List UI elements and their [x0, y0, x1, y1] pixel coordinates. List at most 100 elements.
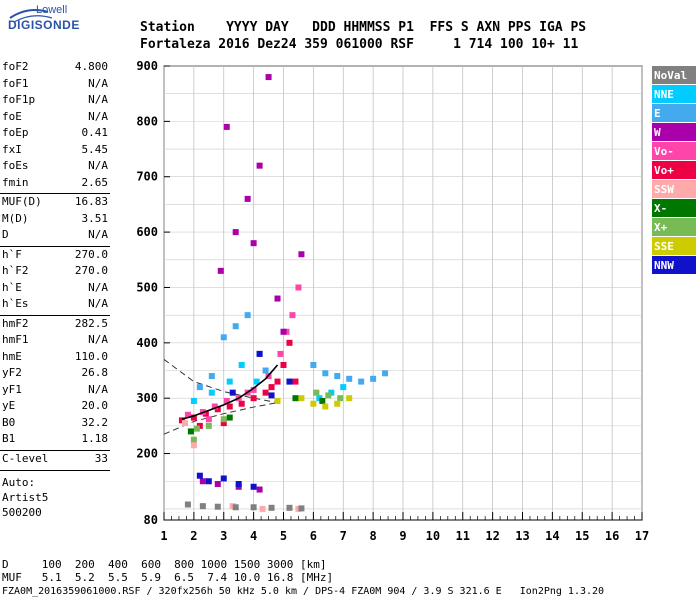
param-row: foEp 0.41 [2, 126, 108, 142]
param-label: yF1 [2, 382, 22, 396]
data-point [346, 375, 353, 382]
data-point [313, 389, 320, 396]
data-point [217, 267, 224, 274]
param-row: B1 1.18 [2, 432, 108, 448]
file-info-row: FZA0M_2016359061000.RSF / 320fx256h 50 k… [2, 586, 605, 597]
legend-label: NoVal [654, 69, 687, 82]
data-point [214, 503, 221, 510]
data-point [334, 373, 341, 380]
data-point [190, 442, 197, 449]
data-point [262, 389, 269, 396]
legend-label: X+ [654, 221, 668, 234]
data-point [226, 414, 233, 421]
data-point [256, 162, 263, 169]
data-point [199, 478, 206, 485]
x-tick-label: 12 [485, 529, 499, 543]
param-row: yF1 N/A [2, 383, 108, 399]
dashed-curve [163, 359, 278, 404]
autoscaling-line2: Artist5 [2, 491, 49, 504]
param-label: h`F [2, 247, 22, 261]
legend-label: SSE [654, 240, 674, 253]
param-row: hmE 110.0 [2, 350, 108, 366]
legend-swatch [652, 180, 696, 198]
header-values: Fortaleza 2016 Dez24 359 061000 RSF 1 71… [140, 37, 579, 52]
data-point [199, 503, 206, 510]
param-label: h`F2 [2, 264, 29, 277]
data-point [208, 373, 215, 380]
data-point [325, 392, 332, 399]
data-point [292, 395, 299, 402]
data-point [235, 481, 242, 488]
param-label: fxI [2, 142, 22, 156]
x-tick-label: 13 [515, 529, 529, 543]
param-row: foF2 4.800 [2, 60, 108, 76]
data-point [220, 475, 227, 482]
data-point [259, 505, 266, 512]
data-point [298, 505, 305, 512]
panel-separator [0, 449, 110, 451]
x-tick-label: 4 [250, 529, 257, 543]
data-point [193, 425, 200, 432]
param-row: foF1p N/A [2, 93, 108, 109]
param-value: 4.800 [74, 60, 108, 73]
param-value: N/A [88, 159, 108, 172]
param-row: foF1 N/A [2, 77, 108, 93]
param-value: 0.41 [81, 126, 109, 139]
param-row: fxI 5.45 [2, 143, 108, 159]
data-point [268, 504, 275, 511]
data-point [232, 323, 239, 330]
x-tick-label: 2 [190, 529, 197, 543]
x-tick-label: 9 [399, 529, 406, 543]
data-point [196, 384, 203, 391]
data-point [250, 240, 257, 247]
logo-bottom-text: DIGISONDE [8, 18, 80, 32]
lowell-digisonde-logo [9, 9, 53, 23]
legend-swatch [652, 237, 696, 255]
param-value: 16.83 [74, 195, 108, 208]
data-point [229, 389, 236, 396]
data-point [205, 478, 212, 485]
param-label: MUF(D) [2, 195, 42, 208]
data-point [289, 312, 296, 319]
param-value: 282.5 [74, 316, 108, 330]
param-value: 270.0 [74, 247, 108, 261]
param-row: yF2 26.8 [2, 366, 108, 382]
data-point [280, 361, 287, 368]
data-point [223, 123, 230, 130]
legend-swatch [652, 66, 696, 84]
y-tick-label: 500 [136, 280, 158, 294]
param-value: N/A [88, 280, 108, 294]
data-point [262, 367, 269, 374]
param-label: B0 [2, 415, 16, 429]
x-tick-label: 1 [160, 529, 167, 543]
data-point [232, 504, 239, 511]
legend-swatch [652, 218, 696, 236]
data-point [295, 284, 302, 291]
data-point [205, 422, 212, 429]
legend-swatch [652, 142, 696, 160]
data-point [268, 392, 275, 399]
data-point [226, 378, 233, 385]
data-point [286, 504, 293, 511]
legend-label: X- [654, 202, 667, 215]
param-row: MUF(D) 16.83 [2, 195, 108, 211]
panel-separator [0, 470, 110, 471]
legend-label: Vo- [654, 145, 674, 158]
data-point [190, 436, 197, 443]
legend-swatch [652, 104, 696, 122]
data-point [370, 375, 377, 382]
data-point [286, 339, 293, 346]
data-point [205, 416, 212, 423]
data-point [208, 389, 215, 396]
param-value: 270.0 [74, 264, 108, 277]
param-row: M(D) 3.51 [2, 212, 108, 228]
data-point [244, 195, 251, 202]
x-tick-label: 3 [220, 529, 227, 543]
x-tick-label: 8 [370, 529, 377, 543]
param-label: foE [2, 109, 22, 123]
y-tick-label: 700 [136, 170, 158, 184]
data-point [250, 386, 257, 393]
distance-row: D 100 200 400 600 800 1000 1500 3000 [km… [2, 558, 327, 571]
param-value: N/A [88, 382, 108, 396]
